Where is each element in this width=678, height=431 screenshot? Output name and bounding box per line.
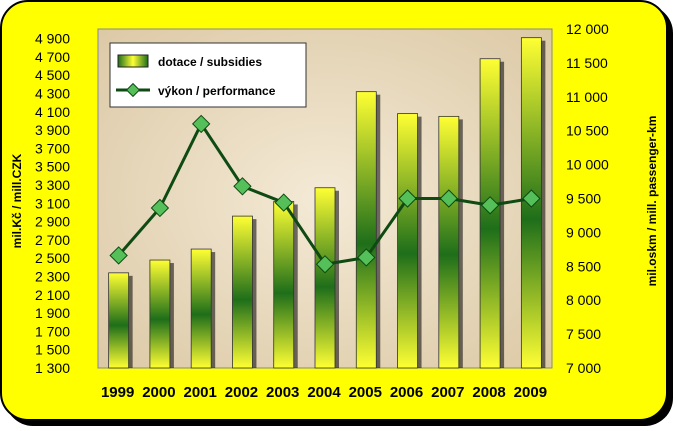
- legend: dotace / subsidies výkon / performance: [109, 42, 307, 108]
- x-tick-label: 2007: [431, 384, 464, 401]
- left-tick-label: 3 500: [35, 159, 70, 175]
- legend-label-performance: výkon / performance: [158, 84, 276, 98]
- performance-marker: [150, 198, 170, 218]
- x-tick-label: 2001: [183, 384, 216, 401]
- x-tick-label: 2000: [142, 384, 175, 401]
- x-tick-label: 2004: [307, 384, 341, 401]
- legend-label-subsidies: dotace / subsidies: [158, 55, 262, 69]
- left-tick-label: 3 700: [35, 140, 70, 156]
- bar-subsidy: [273, 201, 295, 369]
- left-axis-ticks: 1 300 1 500 1 700 1 900 2 100 2 300 2 500 2 700…: [35, 31, 70, 376]
- legend-marker-swatch: [125, 82, 141, 98]
- bar-subsidy: [314, 187, 336, 369]
- right-tick-label: 8 500: [566, 258, 601, 274]
- right-tick-label: 12 000: [566, 21, 609, 37]
- right-tick-label: 7 500: [566, 326, 601, 342]
- bar-subsidy: [397, 113, 418, 369]
- right-tick-label: 11 000: [566, 89, 608, 105]
- performance-marker: [522, 189, 541, 208]
- x-tick-label: 2006: [390, 384, 423, 401]
- performance-marker: [191, 114, 211, 134]
- bar-subsidy: [232, 215, 253, 369]
- left-tick-label: 2 700: [35, 232, 70, 248]
- x-tick-label: 2008: [472, 384, 505, 401]
- left-tick-label: 3 300: [35, 177, 70, 193]
- performance-marker: [315, 255, 335, 274]
- x-tick-label: 2003: [266, 384, 299, 401]
- left-tick-label: 2 500: [35, 250, 70, 266]
- left-tick-label: 4 900: [35, 31, 70, 47]
- x-tick-label: 2002: [225, 384, 258, 401]
- right-tick-label: 8 000: [566, 292, 601, 308]
- performance-marker: [398, 189, 417, 208]
- performance-marker: [357, 248, 376, 267]
- subsidy-bars: [108, 37, 546, 369]
- bar-subsidy: [438, 115, 460, 369]
- left-tick-label: 2 900: [35, 214, 70, 230]
- legend-box: [109, 42, 307, 108]
- bar-subsidy: [355, 91, 377, 369]
- left-tick-label: 1 300: [35, 360, 70, 376]
- performance-marker: [109, 246, 128, 265]
- left-tick-label: 1 500: [35, 342, 70, 358]
- right-tick-label: 9 500: [566, 191, 601, 207]
- performance-line: [109, 114, 541, 274]
- performance-marker: [439, 189, 459, 208]
- right-tick-label: 11 500: [566, 55, 608, 71]
- left-tick-label: 2 100: [35, 287, 70, 303]
- bar-subsidy: [149, 259, 171, 369]
- left-tick-label: 3 100: [35, 195, 70, 211]
- right-tick-label: 7 000: [566, 360, 601, 376]
- bar-subsidy: [190, 248, 212, 369]
- left-tick-label: 4 300: [35, 86, 70, 102]
- left-tick-label: 1 700: [35, 323, 70, 339]
- left-axis-label: mil.Kč / mill.CZK: [10, 153, 24, 248]
- performance-marker: [480, 196, 500, 215]
- x-tick-label: 1999: [101, 384, 134, 401]
- left-tick-label: 4 100: [35, 104, 70, 120]
- x-tick-label: 2009: [514, 384, 547, 401]
- legend-bar-swatch: [117, 54, 149, 68]
- performance-marker: [233, 177, 252, 196]
- left-tick-label: 4 700: [35, 49, 70, 65]
- right-tick-label: 10 500: [566, 123, 609, 139]
- right-tick-label: 10 000: [566, 157, 609, 173]
- left-tick-label: 4 500: [35, 67, 70, 83]
- left-tick-label: 1 900: [35, 305, 70, 321]
- x-axis-ticks: 1999 2000 2001 2002 2003 2004 2005 2006 2007 2008…: [101, 384, 547, 401]
- left-tick-label: 2 300: [35, 269, 70, 285]
- performance-marker: [274, 193, 293, 212]
- right-axis-label: mil.oskm / mill. passenger-km: [645, 116, 659, 287]
- right-axis-ticks: 7 000 7 500 8 000 8 500 9 000 9 500 10 000 10 5…: [566, 21, 609, 376]
- right-tick-label: 9 000: [566, 224, 601, 240]
- bar-subsidy: [108, 272, 130, 369]
- x-tick-label: 2005: [349, 384, 382, 401]
- left-tick-label: 3 900: [35, 122, 70, 138]
